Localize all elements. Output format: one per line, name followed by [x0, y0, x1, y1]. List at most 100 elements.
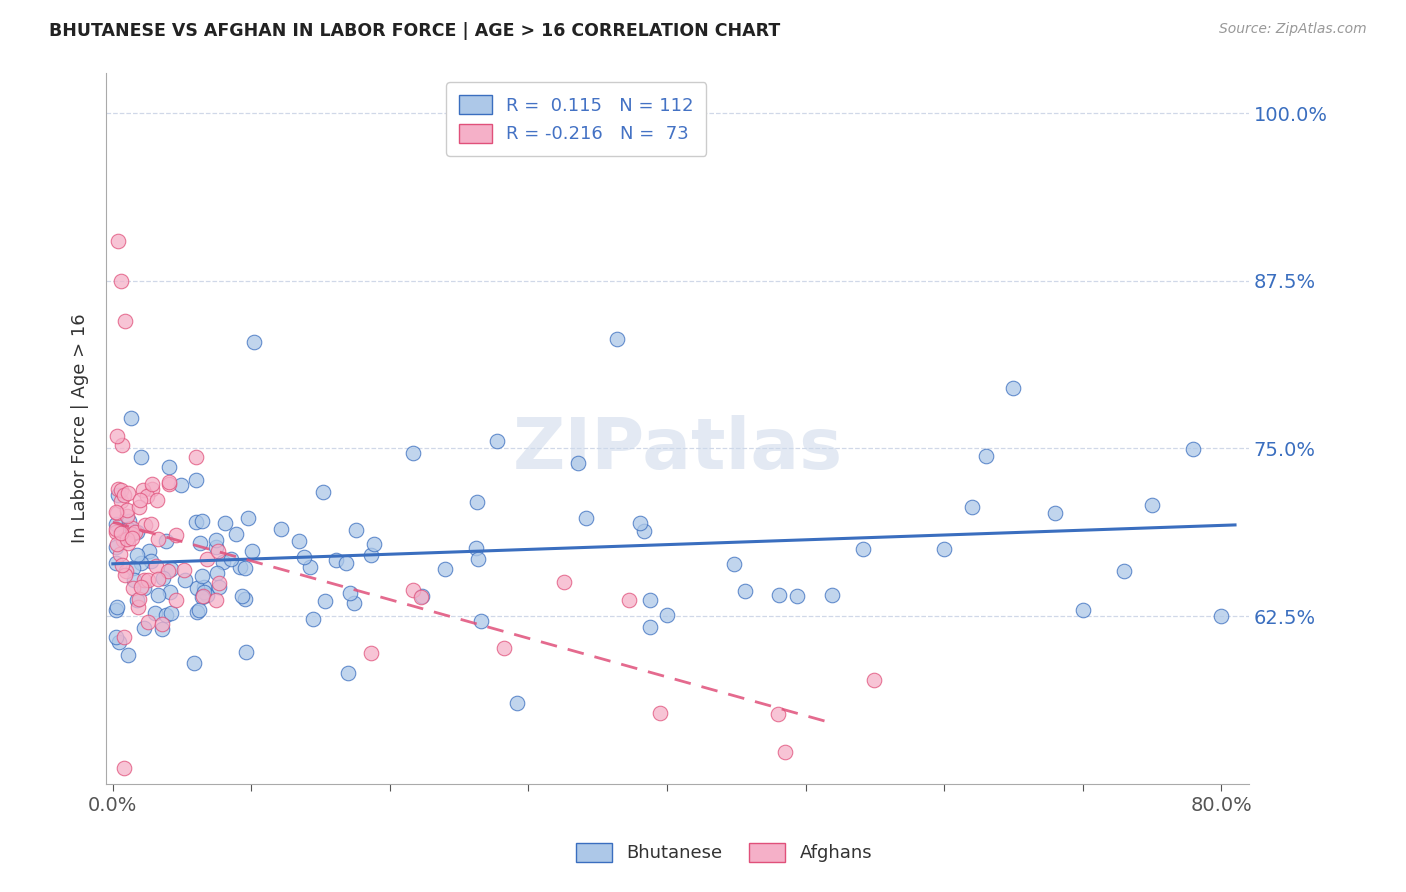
Point — [932, 541, 955, 556]
Point — [125, 548, 148, 562]
Point — [117, 532, 139, 546]
Point — [146, 532, 169, 546]
Point — [146, 588, 169, 602]
Point — [121, 411, 143, 425]
Point — [108, 547, 131, 561]
Point — [553, 574, 575, 589]
Point — [114, 567, 136, 582]
Point — [312, 484, 335, 499]
Point — [104, 540, 127, 554]
Point — [231, 589, 253, 603]
Point — [195, 552, 218, 566]
Point — [204, 533, 226, 547]
Point — [225, 527, 247, 541]
Point — [148, 573, 170, 587]
Point — [170, 477, 193, 491]
Point — [128, 500, 150, 514]
Point — [1140, 499, 1163, 513]
Point — [134, 517, 156, 532]
Point — [121, 531, 143, 545]
Point — [208, 580, 231, 594]
Point — [186, 605, 208, 619]
Point — [183, 656, 205, 670]
Point — [145, 493, 167, 508]
Point — [173, 574, 195, 588]
Point — [207, 544, 229, 558]
Point — [1114, 565, 1136, 579]
Point — [191, 589, 214, 603]
Point — [470, 614, 492, 628]
Point — [141, 476, 163, 491]
Point — [402, 446, 425, 460]
Point — [360, 646, 382, 660]
Legend: Bhutanese, Afghans: Bhutanese, Afghans — [568, 836, 880, 870]
Y-axis label: In Labor Force | Age > 16: In Labor Force | Age > 16 — [72, 314, 89, 543]
Point — [233, 560, 256, 574]
Point — [136, 489, 159, 503]
Point — [207, 566, 229, 580]
Point — [131, 450, 153, 465]
Point — [128, 492, 150, 507]
Text: Source: ZipAtlas.com: Source: ZipAtlas.com — [1219, 22, 1367, 37]
Point — [104, 524, 127, 539]
Text: ZIPatlas: ZIPatlas — [512, 415, 842, 484]
Point — [104, 505, 127, 519]
Point — [173, 563, 195, 577]
Point — [112, 631, 135, 645]
Point — [165, 592, 187, 607]
Point — [402, 583, 425, 598]
Point — [723, 557, 745, 571]
Point — [650, 706, 672, 720]
Point — [197, 588, 219, 602]
Point — [467, 551, 489, 566]
Point — [150, 616, 173, 631]
Point — [124, 524, 146, 539]
Point — [207, 576, 229, 591]
Point — [127, 599, 149, 614]
Point — [112, 761, 135, 775]
Point — [360, 549, 382, 563]
Point — [193, 584, 215, 599]
Point — [105, 600, 128, 615]
Point — [204, 592, 226, 607]
Point — [238, 511, 260, 525]
Point — [193, 580, 215, 594]
Point — [638, 593, 661, 607]
Point — [288, 533, 311, 548]
Point — [492, 640, 515, 655]
Point — [125, 524, 148, 539]
Point — [107, 234, 129, 248]
Point — [186, 581, 208, 595]
Point — [112, 487, 135, 501]
Point — [129, 556, 152, 570]
Point — [105, 536, 128, 550]
Point — [157, 459, 180, 474]
Point — [633, 524, 655, 538]
Point — [132, 621, 155, 635]
Point — [205, 540, 228, 554]
Point — [128, 592, 150, 607]
Point — [235, 645, 257, 659]
Point — [434, 562, 457, 576]
Point — [117, 485, 139, 500]
Point — [155, 607, 177, 622]
Point — [110, 274, 132, 288]
Point — [574, 511, 596, 525]
Point — [139, 554, 162, 568]
Point — [363, 537, 385, 551]
Point — [138, 544, 160, 558]
Point — [114, 314, 136, 328]
Point — [145, 559, 167, 574]
Point — [219, 552, 242, 566]
Point — [115, 503, 138, 517]
Point — [960, 500, 983, 515]
Point — [141, 482, 163, 496]
Point — [121, 527, 143, 541]
Point — [157, 475, 180, 489]
Point — [107, 429, 129, 443]
Point — [160, 606, 183, 620]
Point — [132, 483, 155, 497]
Point — [184, 450, 207, 464]
Point — [863, 673, 886, 688]
Point — [187, 603, 209, 617]
